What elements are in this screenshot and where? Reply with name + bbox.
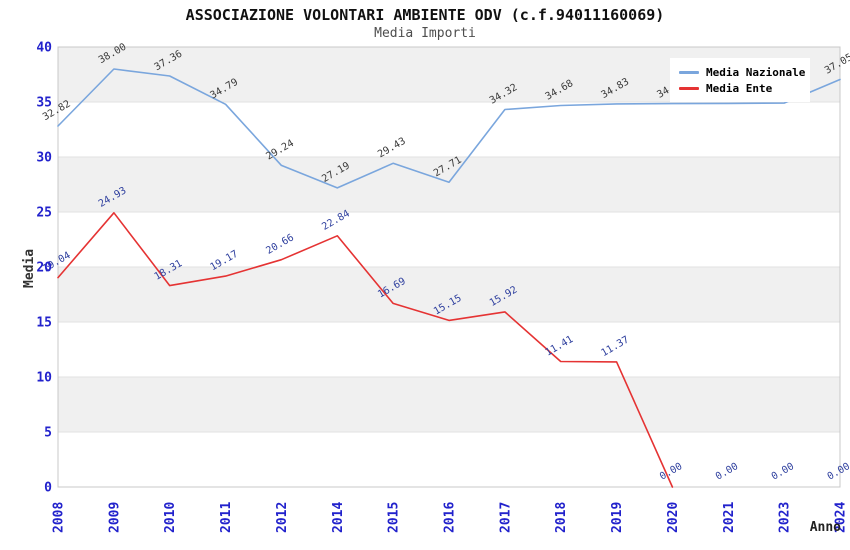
data-label: 11.41 [544, 334, 576, 359]
y-tick-label: 15 [36, 316, 52, 331]
x-tick-label: 2011 [219, 502, 234, 533]
series-line-media-ente [57, 212, 674, 488]
legend-item-media-nazionale: Media Nazionale [679, 67, 810, 78]
x-tick-label: 2017 [498, 502, 513, 533]
x-tick-label: 2016 [443, 502, 458, 533]
y-tick-label: 5 [44, 426, 52, 441]
y-axis-title: Media [22, 249, 37, 288]
grid-band [58, 157, 840, 212]
y-tick-label: 0 [44, 481, 52, 496]
data-label: 0.00 [714, 461, 740, 483]
x-tick-label: 2015 [387, 502, 402, 533]
chart-subtitle: Media Importi [374, 26, 476, 41]
legend-label-ente: Media Ente [706, 81, 773, 95]
x-tick-label: 2009 [107, 502, 122, 533]
x-tick-label: 2020 [666, 502, 681, 533]
x-tick-label: 2021 [722, 502, 737, 533]
legend-line-swatch-nazionale [679, 70, 699, 74]
x-axis-title: Anno [810, 520, 841, 535]
x-tick-label: 2010 [163, 502, 178, 533]
y-tick-label: 40 [36, 41, 52, 56]
x-tick-label: 2024 [834, 502, 849, 533]
x-tick-label: 2008 [52, 502, 67, 533]
plot-border [57, 46, 841, 488]
y-tick-label: 30 [36, 151, 52, 166]
x-tick-label: 2019 [610, 502, 625, 533]
grid-band [58, 377, 840, 432]
series-line-media-nazionale [57, 68, 841, 189]
y-tick-label: 25 [36, 206, 52, 221]
data-label: 0.00 [770, 461, 796, 483]
legend-item-media-ente: Media Ente [679, 83, 810, 94]
data-label: 11.37 [600, 334, 632, 359]
x-tick-label: 2018 [554, 502, 569, 533]
chart-title: ASSOCIAZIONE VOLONTARI AMBIENTE ODV (c.f… [185, 6, 665, 24]
grid-band [58, 267, 840, 322]
legend-line-swatch-ente [679, 86, 699, 90]
data-label: 0.00 [826, 461, 850, 483]
legend: Media Nazionale Media Ente [670, 58, 810, 102]
y-tick-label: 20 [36, 261, 52, 276]
y-tick-label: 35 [36, 96, 52, 111]
legend-label-nazionale: Media Nazionale [706, 65, 806, 79]
y-tick-label: 10 [36, 371, 52, 386]
x-tick-label: 2023 [778, 502, 793, 533]
x-tick-label: 2014 [331, 502, 346, 533]
data-label: 20.66 [264, 232, 296, 257]
x-tick-label: 2012 [275, 502, 290, 533]
